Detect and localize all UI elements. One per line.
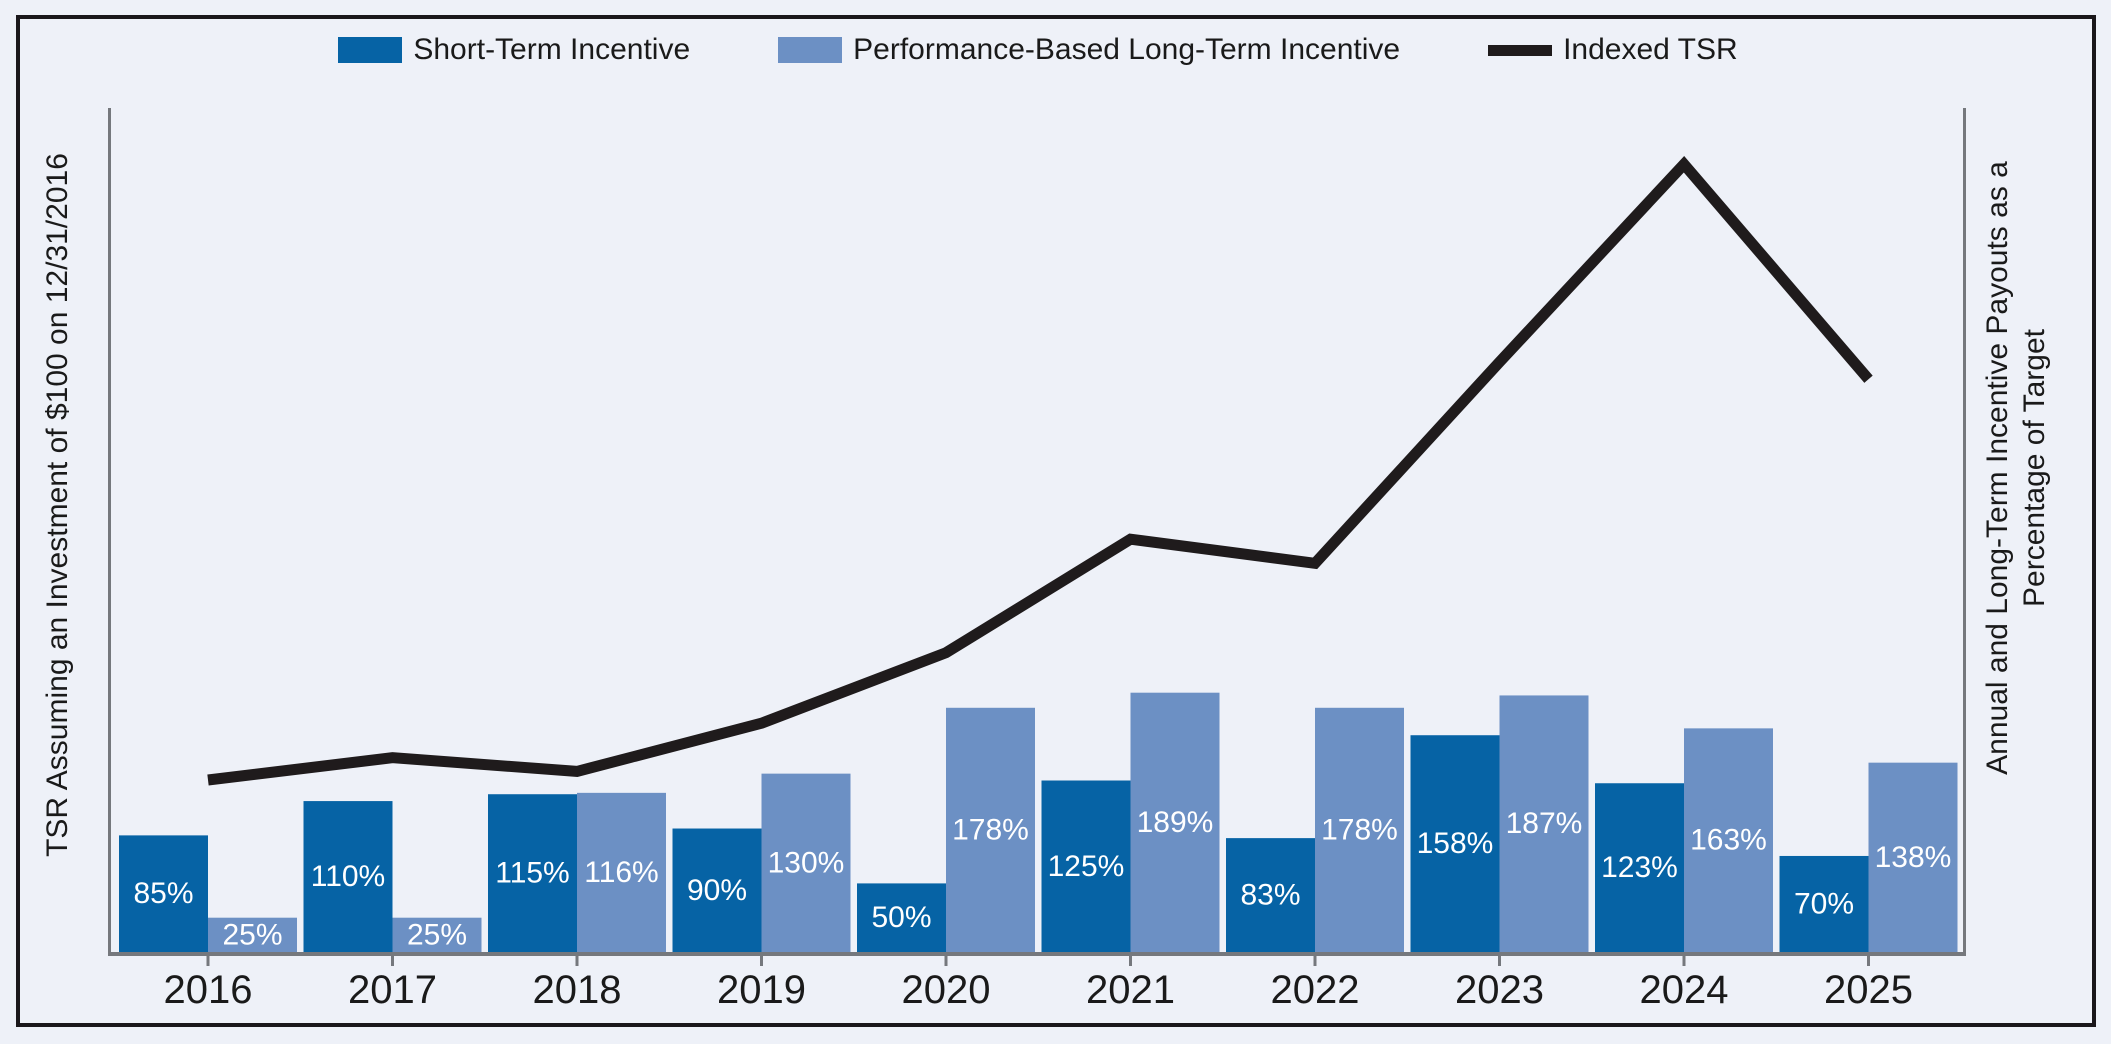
short-term-incentive-swatch-icon — [338, 37, 403, 63]
bar-label-short-term-2025: 70% — [1794, 887, 1854, 920]
legend-item-short-term-incentive: Short-Term Incentive — [338, 33, 690, 67]
legend-label-indexed-tsr: Indexed TSR — [1563, 33, 1738, 66]
bar-long-term-2017 — [392, 917, 482, 952]
right-axis-line — [1963, 108, 1966, 956]
bar-short-term-2020 — [857, 883, 946, 952]
indexed-tsr-line-swatch-icon — [1488, 44, 1553, 56]
x-tick-2019 — [760, 956, 763, 966]
x-tick-2017 — [391, 956, 394, 966]
bar-short-term-2024 — [1595, 783, 1684, 952]
bar-label-long-term-2023: 187% — [1506, 807, 1583, 840]
bar-label-long-term-2017: 25% — [407, 918, 467, 951]
bar-label-long-term-2024: 163% — [1690, 824, 1767, 857]
year-label-2024: 2024 — [1640, 968, 1729, 1012]
legend: Short-Term Incentive Performance-Based L… — [110, 33, 1966, 67]
bar-short-term-2021 — [1041, 780, 1131, 952]
bar-label-short-term-2018: 115% — [495, 857, 570, 890]
year-label-2016: 2016 — [164, 968, 253, 1012]
x-tick-2025 — [1867, 956, 1870, 966]
bar-long-term-2016 — [208, 917, 297, 952]
bar-label-long-term-2025: 138% — [1875, 841, 1952, 874]
x-tick-2016 — [206, 956, 210, 966]
x-tick-2023 — [1498, 956, 1501, 966]
bar-label-short-term-2017: 110% — [311, 860, 386, 893]
year-label-2019: 2019 — [717, 968, 806, 1012]
long-term-incentive-swatch-icon — [778, 37, 843, 63]
x-tick-2020 — [944, 956, 948, 966]
bar-long-term-2025 — [1868, 762, 1958, 952]
x-tick-2024 — [1682, 956, 1686, 966]
bar-label-long-term-2020: 178% — [952, 813, 1029, 846]
bar-label-short-term-2022: 83% — [1240, 879, 1300, 912]
bar-short-term-2019 — [672, 828, 762, 952]
year-label-2020: 2020 — [902, 968, 991, 1012]
bar-long-term-2020 — [946, 707, 1035, 952]
year-label-2025: 2025 — [1824, 968, 1913, 1012]
x-axis-line — [108, 952, 1966, 956]
bar-label-short-term-2021: 125% — [1048, 850, 1125, 883]
bar-short-term-2017 — [303, 801, 393, 952]
bar-label-short-term-2024: 123% — [1601, 851, 1678, 884]
indexed-tsr-line — [207, 155, 1873, 786]
left-axis-line — [108, 108, 111, 956]
bar-label-long-term-2022: 178% — [1321, 813, 1398, 846]
bar-label-long-term-2018: 116% — [584, 856, 659, 889]
bar-label-long-term-2016: 25% — [222, 918, 282, 951]
year-label-2017: 2017 — [348, 968, 437, 1012]
year-label-2023: 2023 — [1455, 968, 1544, 1012]
legend-label-short-term-incentive: Short-Term Incentive — [413, 33, 691, 66]
bar-long-term-2019 — [761, 773, 851, 952]
bar-short-term-2016 — [119, 835, 208, 952]
legend-item-performance-long-term-incentive: Performance-Based Long-Term Incentive — [778, 33, 1400, 67]
bar-long-term-2018 — [577, 792, 666, 952]
bar-short-term-2022 — [1226, 838, 1315, 952]
bar-short-term-2018 — [488, 794, 577, 952]
bar-label-short-term-2019: 90% — [687, 874, 747, 907]
figure-border — [16, 15, 2096, 1027]
x-tick-2021 — [1129, 956, 1132, 966]
bar-label-long-term-2019: 130% — [768, 846, 845, 879]
bar-label-short-term-2020: 50% — [871, 901, 931, 934]
bar-label-short-term-2023: 158% — [1417, 827, 1494, 860]
bar-label-short-term-2016: 85% — [133, 877, 193, 910]
bar-short-term-2025 — [1779, 855, 1869, 952]
bar-long-term-2021 — [1130, 692, 1220, 952]
bar-short-term-2023 — [1410, 735, 1500, 952]
x-tick-2022 — [1313, 956, 1317, 966]
bar-long-term-2022 — [1315, 707, 1404, 952]
legend-item-indexed-tsr: Indexed TSR — [1488, 33, 1738, 67]
bar-label-long-term-2021: 189% — [1137, 806, 1214, 839]
bar-long-term-2024 — [1684, 728, 1773, 952]
legend-label-performance-long-term-incentive: Performance-Based Long-Term Incentive — [853, 33, 1401, 66]
x-tick-2018 — [575, 956, 579, 966]
year-label-2022: 2022 — [1271, 968, 1360, 1012]
year-label-2018: 2018 — [533, 968, 622, 1012]
bar-long-term-2023 — [1499, 695, 1589, 952]
year-label-2021: 2021 — [1086, 968, 1175, 1012]
